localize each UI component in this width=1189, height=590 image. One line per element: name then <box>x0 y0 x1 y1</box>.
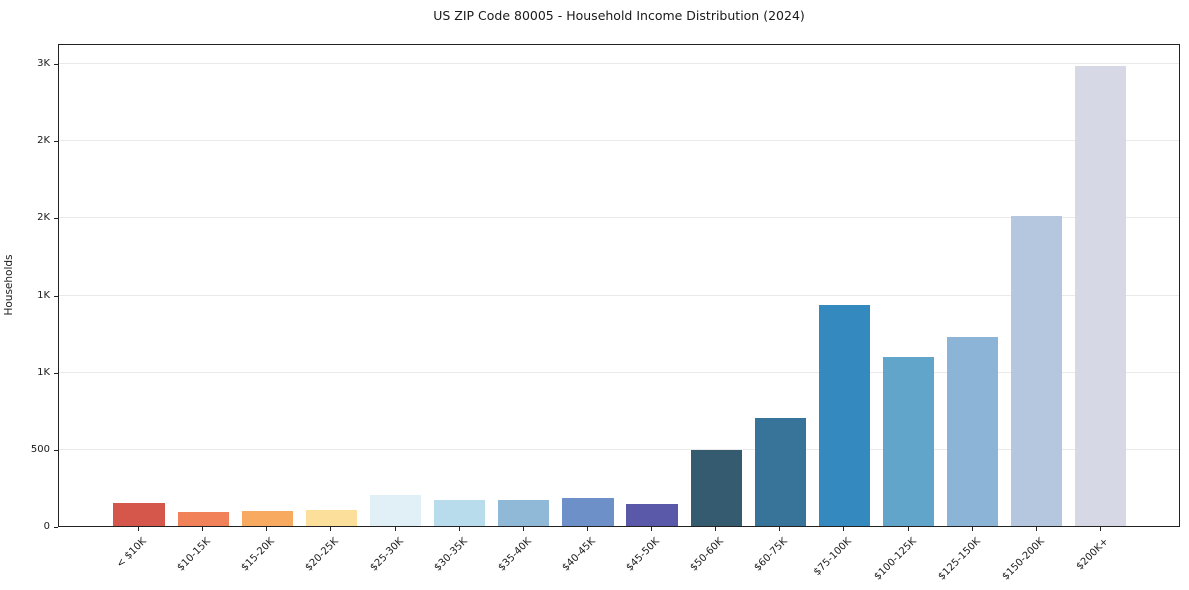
x-tick-mark <box>586 527 588 531</box>
bar-$200K+ <box>1075 66 1127 526</box>
chart-title: US ZIP Code 80005 - Household Income Dis… <box>433 8 805 23</box>
bar-$10-15K <box>177 511 229 526</box>
x-tick-mark <box>202 527 204 531</box>
x-tick-mark <box>843 527 845 531</box>
y-tick-label: 1K <box>37 366 50 378</box>
gridline <box>59 140 1179 142</box>
x-tick-mark <box>971 527 973 531</box>
y-tick-label: 1K <box>37 289 50 301</box>
x-tick-mark <box>522 527 524 531</box>
bar-$60-75K <box>754 417 806 526</box>
x-tick-mark <box>651 527 653 531</box>
y-tick-mark <box>54 372 58 374</box>
bar-$25-30K <box>369 495 422 526</box>
x-tick-mark <box>907 527 909 531</box>
plot-area <box>58 44 1180 527</box>
bar-$75-100K <box>818 305 871 526</box>
y-tick-label: 0 <box>43 521 50 532</box>
gridline <box>59 371 1179 373</box>
y-tick-mark <box>54 141 58 143</box>
y-tick-label: 3K <box>37 58 50 70</box>
y-tick-mark <box>54 449 58 451</box>
y-tick-label: 2K <box>37 135 50 147</box>
x-tick-mark <box>779 527 781 531</box>
y-tick-mark <box>54 527 58 528</box>
y-tick-label: 2K <box>37 212 50 224</box>
x-tick-mark <box>266 527 268 531</box>
x-tick-mark <box>394 527 396 531</box>
y-tick-label: 500 <box>30 443 50 455</box>
gridline <box>59 63 1179 65</box>
x-tick-label: < $10K <box>114 536 149 571</box>
gridline <box>59 217 1179 219</box>
bar-$30-35K <box>434 500 486 526</box>
bar-$125-150K <box>946 336 999 526</box>
bar-$100-125K <box>882 356 935 526</box>
x-tick-mark <box>330 527 332 531</box>
x-tick-mark <box>715 527 717 531</box>
gridline <box>59 294 1179 296</box>
bar-$45-50K <box>626 504 678 526</box>
gridline <box>59 448 1179 450</box>
x-tick-mark <box>458 527 460 531</box>
bar-$35-40K <box>498 499 550 526</box>
bar-$50-60K <box>690 450 742 526</box>
x-tick-mark <box>1099 527 1101 531</box>
bar-$40-45K <box>562 498 614 526</box>
y-tick-mark <box>54 64 58 66</box>
x-tick-mark <box>1035 527 1037 531</box>
y-axis-label: Households <box>3 254 15 316</box>
y-tick-mark <box>54 295 58 297</box>
bar-$20-25K <box>305 509 358 526</box>
bar-$15-20K <box>241 511 293 526</box>
bar-< $10K <box>113 502 165 526</box>
x-tick-mark <box>138 527 140 531</box>
bar-$150-200K <box>1011 215 1063 526</box>
y-tick-mark <box>54 218 58 220</box>
